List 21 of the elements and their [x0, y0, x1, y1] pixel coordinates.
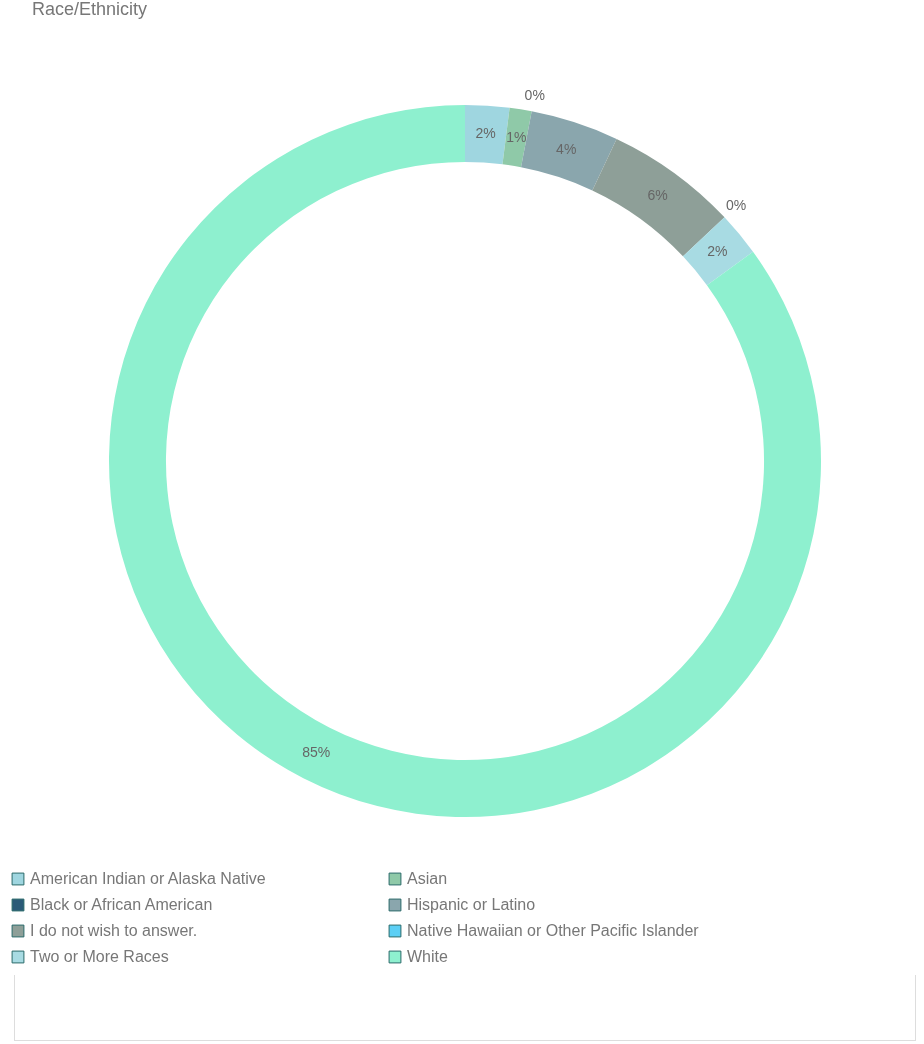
data-label: 85%	[302, 743, 331, 760]
legend-label: Hispanic or Latino	[407, 896, 536, 913]
donut-slice	[502, 107, 532, 168]
text: 0%	[726, 197, 747, 214]
legend-label: Native Hawaiian or Other Pacific Islander	[407, 922, 700, 939]
text: 0%	[524, 86, 545, 103]
data-label: 2%	[475, 125, 496, 142]
legend-label: American Indian or Alaska Native	[30, 870, 266, 887]
legend-label: Two or More Races	[30, 948, 169, 965]
donut-slice	[682, 217, 754, 286]
data-label: 6%	[647, 187, 668, 204]
legend-label: Black or African American	[30, 896, 213, 913]
legend-label: Asian	[407, 870, 448, 887]
donut-slice	[592, 138, 725, 257]
donut-slice	[109, 105, 821, 817]
data-label: 2%	[707, 243, 728, 260]
data-label: 1%	[506, 128, 527, 145]
legend-label: I do not wish to answer.	[30, 922, 198, 939]
data-label: 4%	[556, 140, 577, 157]
chart-title: Race/Ethnicity	[32, 0, 148, 19]
legend-label: White	[407, 948, 448, 965]
